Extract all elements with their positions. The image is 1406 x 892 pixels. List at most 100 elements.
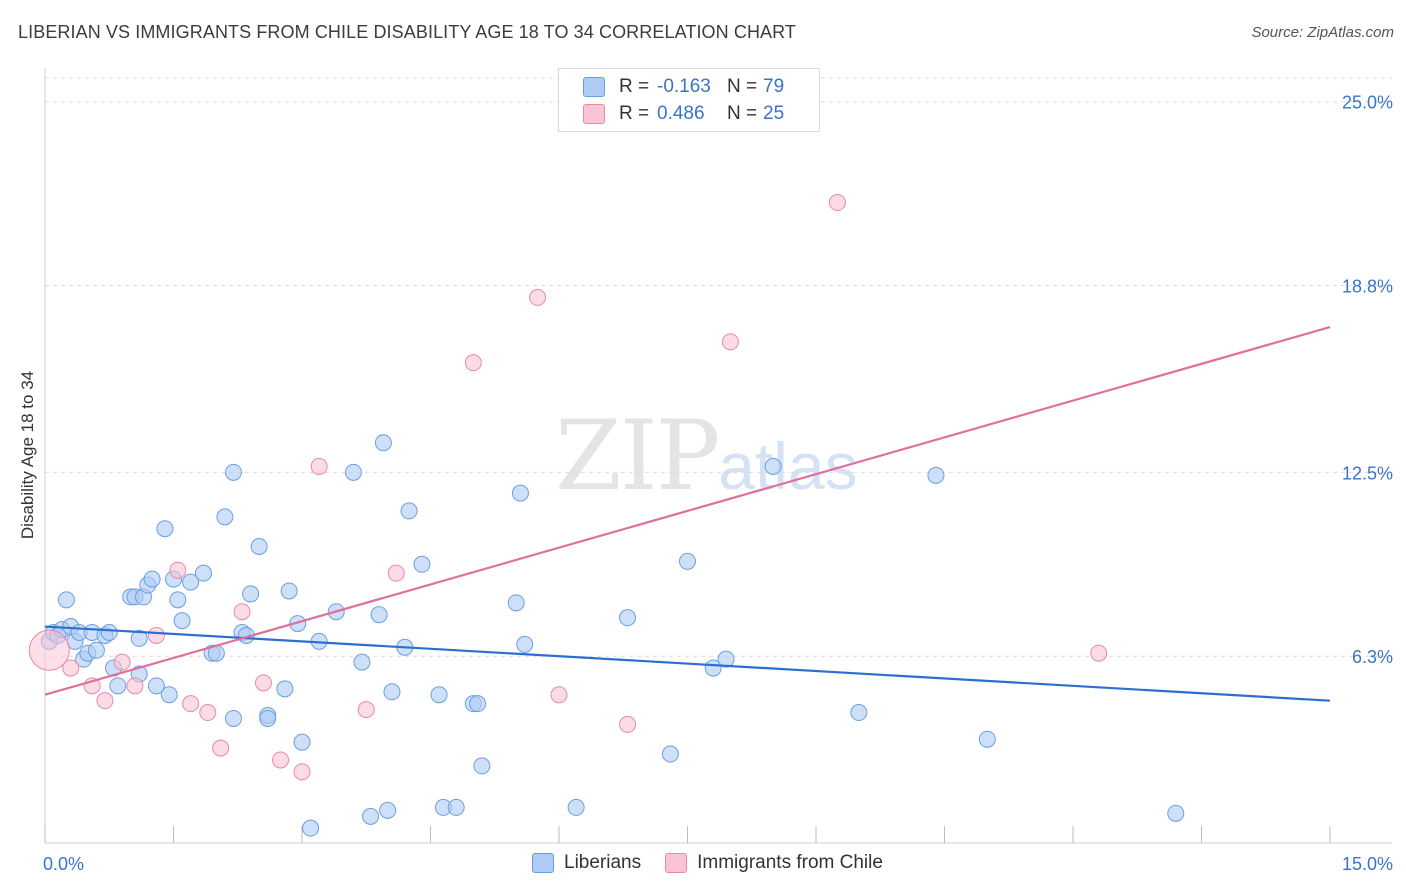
liberians-point <box>370 606 388 624</box>
chile-point <box>619 715 637 733</box>
liberians-point <box>516 635 534 653</box>
chile-point <box>254 674 272 692</box>
liberians-point <box>927 466 945 484</box>
chile-point <box>212 739 230 757</box>
legend-row-chile: R = 0.486 N = 25 <box>583 102 784 126</box>
chart-title: LIBERIAN VS IMMIGRANTS FROM CHILE DISABI… <box>18 22 797 42</box>
liberians-point <box>400 502 418 520</box>
liberians-point <box>413 555 431 573</box>
y-tick-label: 12.5% <box>1342 463 1393 483</box>
liberians-point <box>379 801 397 819</box>
liberians-point <box>224 463 242 481</box>
chile-point <box>721 333 739 351</box>
series-legend-chile[interactable]: Immigrants from Chile <box>665 852 883 874</box>
chile-point <box>199 704 217 722</box>
liberians-point <box>100 623 118 641</box>
x-tick-label: 15.0% <box>1342 854 1393 874</box>
y-tick-label: 25.0% <box>1342 93 1393 113</box>
watermark-atlas: atlas <box>718 429 858 503</box>
liberians-point <box>143 570 161 588</box>
liberians-point <box>344 463 362 481</box>
legend-r-label: R = <box>619 76 650 97</box>
liberians-point <box>383 683 401 701</box>
x-tick-label: 0.0% <box>43 854 84 874</box>
legend-n-value: 25 <box>763 103 785 124</box>
liberians-point <box>850 704 868 722</box>
liberians-point <box>147 677 165 695</box>
legend-n-label: N = <box>727 103 758 124</box>
series-label-liberians: Liberians <box>564 852 642 873</box>
liberians-point <box>109 677 127 695</box>
liberians-point <box>194 564 212 582</box>
liberians-point <box>567 798 585 816</box>
liberians-point <box>374 434 392 452</box>
legend-n-label: N = <box>727 76 758 97</box>
chile-point <box>357 701 375 719</box>
liberians-point <box>280 582 298 600</box>
liberians-point <box>473 757 491 775</box>
series-legend: Liberians Immigrants from Chile <box>532 852 907 874</box>
chile-point <box>828 194 846 212</box>
series-swatch-chile <box>665 853 688 873</box>
chile-point <box>126 677 144 695</box>
y-tick-label: 18.8% <box>1342 277 1393 297</box>
legend-row-liberians: R = -0.163 N = 79 <box>583 75 784 99</box>
chile-point <box>293 763 311 781</box>
series-swatch-liberians <box>532 853 554 873</box>
liberians-point <box>250 537 268 555</box>
chile-point <box>550 686 568 704</box>
liberians-point <box>216 508 234 526</box>
liberians-point <box>679 552 696 570</box>
liberians-trend-line <box>44 625 1331 702</box>
watermark: ZIPatlas <box>555 400 858 512</box>
liberians-point <box>276 680 294 698</box>
liberians-point <box>511 484 529 502</box>
liberians-point <box>661 745 679 763</box>
chile-point <box>147 626 165 644</box>
legend-swatch-liberians <box>583 77 605 97</box>
chile-point <box>529 288 547 306</box>
chile-point <box>272 751 290 769</box>
liberians-point <box>169 591 187 609</box>
liberians-point <box>156 520 174 538</box>
chile-point <box>182 695 200 713</box>
chile-point <box>169 561 187 579</box>
liberians-point <box>469 695 487 713</box>
legend-swatch-chile <box>583 104 605 124</box>
liberians-point <box>764 457 782 475</box>
series-legend-liberians[interactable]: Liberians <box>532 852 641 874</box>
series-label-chile: Immigrants from Chile <box>697 852 883 873</box>
chile-point <box>1090 644 1108 662</box>
liberians-point <box>362 807 380 825</box>
liberians-point <box>293 733 311 751</box>
chile-trend-line <box>44 326 1331 696</box>
liberians-point <box>1167 804 1185 822</box>
liberians-point <box>57 591 75 609</box>
liberians-point <box>353 653 371 671</box>
chile-point <box>113 653 131 671</box>
liberians-point <box>242 585 260 603</box>
liberians-point <box>619 609 637 627</box>
liberians-point <box>302 819 320 837</box>
liberians-point <box>87 641 105 659</box>
y-tick-label: 6.3% <box>1352 647 1393 667</box>
legend-r-value: -0.163 <box>657 76 711 97</box>
chile-point <box>310 457 328 475</box>
chile-point <box>28 629 70 671</box>
y-axis-label: Disability Age 18 to 34 <box>18 370 37 540</box>
watermark-zip: ZIP <box>555 400 720 512</box>
chile-point <box>62 659 80 677</box>
liberians-point <box>717 650 735 668</box>
chile-point <box>464 354 482 372</box>
liberians-point <box>259 709 277 727</box>
liberians-point <box>224 709 242 727</box>
source-label: Source: ZipAtlas.com <box>1251 24 1394 41</box>
liberians-point <box>430 686 448 704</box>
chile-point <box>96 692 114 710</box>
liberians-point <box>173 612 191 630</box>
liberians-point <box>978 730 996 748</box>
chile-point <box>387 564 405 582</box>
liberians-point <box>182 573 200 591</box>
legend-n-value: 79 <box>763 76 785 97</box>
